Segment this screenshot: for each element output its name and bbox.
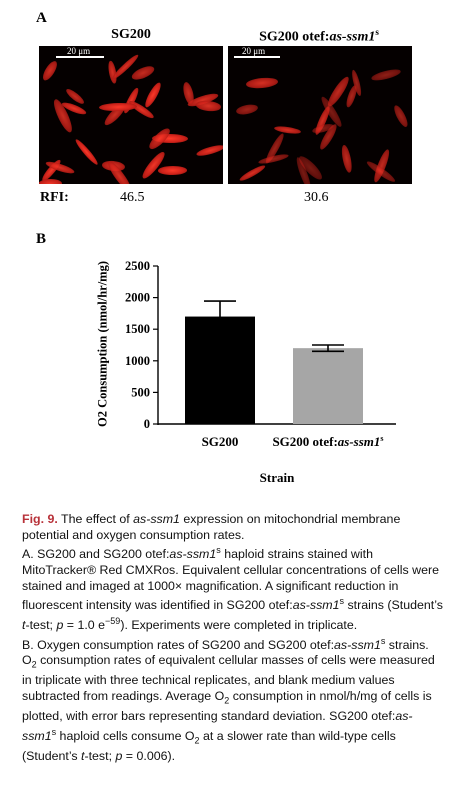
fluorescent-cell (99, 102, 137, 112)
caption-panel-b: B. Oxygen consumption rates of SG200 and… (22, 635, 435, 763)
fluorescent-cell (344, 84, 358, 108)
figure-caption: Fig. 9. The effect of as-ssm1 expression… (22, 512, 446, 764)
fluorescent-cell (273, 125, 301, 136)
left-image-title: SG200 (111, 27, 151, 42)
fluorescent-cell (158, 165, 188, 175)
bar-sg200 (185, 316, 255, 424)
right-title-italic: as-ssm1 (329, 29, 376, 45)
fluorescent-cell (340, 144, 354, 174)
bar-as-ssm1 (293, 348, 363, 424)
y-tick-label: 2000 (125, 291, 150, 305)
fluorescent-cell (39, 58, 60, 83)
y-tick-label: 1500 (125, 322, 150, 336)
fluorescent-cell (39, 178, 63, 184)
scale-bar (56, 56, 104, 58)
chart-y-axis-label: O2 Consumption (nmol/hr/mg) (95, 261, 110, 427)
right-title-sup: s (375, 27, 379, 37)
scale-bar-label: 20 μm (242, 46, 266, 56)
micrograph-as-ssm1: 20 μm (228, 46, 412, 184)
fluorescent-cell (139, 149, 167, 181)
rfi-label: RFI: (40, 190, 69, 205)
fluorescent-cell (142, 81, 163, 110)
micrograph-sg200: 20 μm (39, 46, 223, 184)
fluorescent-cell (245, 76, 279, 89)
caption-panel-a: A. SG200 and SG200 otef:as-ssm1s haploid… (22, 545, 443, 632)
right-title-main: SG200 otef: (259, 29, 330, 45)
rfi-value-sg200: 46.5 (120, 190, 145, 205)
fluorescent-cell (392, 103, 411, 129)
chart-x-axis-label: Strain (260, 470, 295, 485)
panel-a-label: A (36, 10, 47, 26)
fluorescent-cell (195, 99, 222, 112)
y-tick-label: 0 (144, 417, 150, 431)
y-tick-label: 500 (131, 385, 150, 399)
fluorescent-cell (238, 163, 268, 184)
figure-number: Fig. 9. (22, 512, 58, 526)
scale-bar-label: 20 μm (67, 46, 91, 56)
panel-b-label: B (36, 231, 47, 247)
rfi-value-as-ssm1: 30.6 (304, 190, 329, 205)
x-category-label: SG200 otef:as-ssm1s (272, 434, 383, 449)
y-tick-label: 1000 (125, 354, 150, 368)
fluorescent-cell (129, 63, 156, 83)
x-category-label: SG200 (202, 434, 239, 449)
scale-bar (234, 56, 280, 58)
o2-consumption-bar-chart: 0 500 1000 1500 2000 2500 SG200 SG200 otef:as-s… (125, 259, 396, 485)
fluorescent-cell (370, 67, 401, 82)
caption-title: Fig. 9. The effect of as-ssm1 expression… (22, 512, 401, 542)
y-tick-label: 2500 (125, 259, 150, 273)
fluorescent-cell (235, 102, 259, 116)
fluorescent-cell (73, 137, 101, 167)
right-image-title: SG200 otef:as-ssm1s (226, 27, 412, 46)
fluorescent-cell (195, 143, 223, 159)
